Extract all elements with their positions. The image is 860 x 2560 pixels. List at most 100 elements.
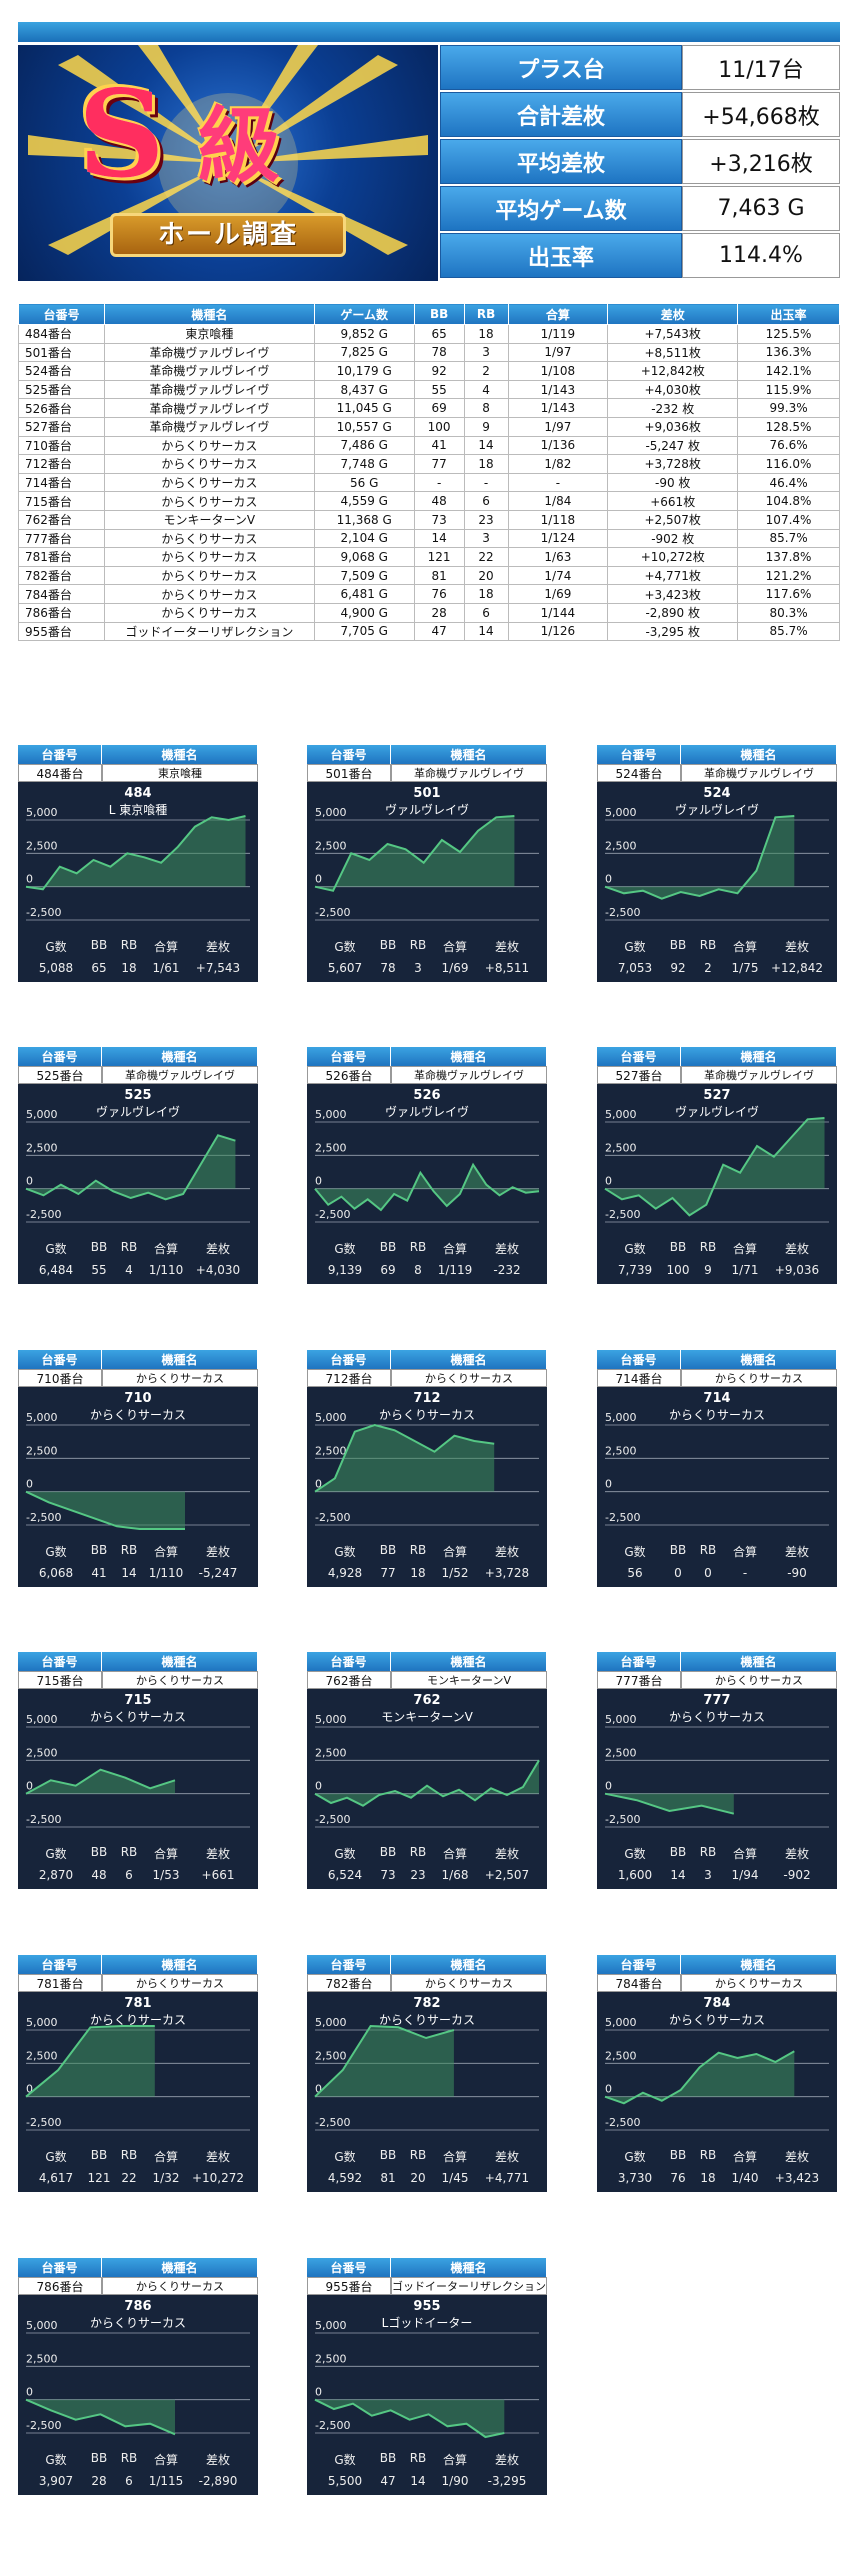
card-header-model: 機種名 bbox=[102, 745, 258, 764]
card-machine-name: からくりサーカス bbox=[378, 1408, 475, 1422]
axis-tick-label: 5,000 bbox=[605, 1713, 637, 1726]
machine-card[interactable]: 台番号 機種名 710番台 からくりサーカス 710 からくりサーカス 5,000 2,500… bbox=[18, 1350, 258, 1587]
card-unit: 525番台 bbox=[18, 1066, 102, 1084]
card-stats-values: 5,607 78 3 1/69 +8,511 bbox=[307, 961, 547, 975]
card-header-model: 機種名 bbox=[681, 1350, 837, 1369]
machine-card[interactable]: 台番号 機種名 524番台 革命機ヴァルヴレイヴ 524 ヴァルヴレイヴ 5,000 2,50… bbox=[597, 745, 837, 982]
table-cell: +661枚 bbox=[607, 491, 739, 511]
stat-label: RB bbox=[120, 1845, 138, 1859]
axis-tick-label: 0 bbox=[315, 2386, 322, 2399]
stat-value: 48 bbox=[91, 1868, 107, 1882]
stat-value: -3,295 bbox=[487, 2474, 527, 2488]
machine-card[interactable]: 台番号 機種名 527番台 革命機ヴァルヴレイヴ 527 ヴァルヴレイヴ 5,000 2,50… bbox=[597, 1047, 837, 1284]
card-model: 革命機ヴァルヴレイヴ bbox=[102, 1066, 258, 1084]
card-stats-labels: G数 BB RB 合算 差枚 bbox=[597, 1543, 837, 1560]
card-machine-number: 786 bbox=[124, 2299, 152, 2314]
stat-label: 合算 bbox=[442, 2150, 467, 2164]
stat-label: BB bbox=[669, 2148, 687, 2162]
stat-value: 14 bbox=[670, 1868, 686, 1882]
table-cell: 136.3% bbox=[737, 342, 840, 363]
table-cell: 1/126 bbox=[507, 621, 609, 642]
trend-line bbox=[25, 2025, 155, 2098]
stat-value: 1/52 bbox=[441, 1566, 469, 1580]
stat-value: 1/110 bbox=[148, 1263, 184, 1277]
stat-label: RB bbox=[120, 2148, 138, 2162]
machine-card[interactable]: 台番号 機種名 525番台 革命機ヴァルヴレイヴ 525 ヴァルヴレイヴ 5,000 2,50… bbox=[18, 1047, 258, 1284]
table-header-cell: 差枚 bbox=[607, 303, 739, 325]
machine-card[interactable]: 台番号 機種名 955番台 ゴッドイーターリザレクション 955 Lゴッドイーター 5,00… bbox=[307, 2258, 547, 2495]
card-stats-values: 3,907 28 6 1/115 -2,890 bbox=[18, 2474, 258, 2488]
trend-chart: 5,000 2,500 0 -2,500 bbox=[25, 2016, 250, 2131]
summary-label: 平均ゲーム数 bbox=[440, 186, 682, 231]
card-header-model: 機種名 bbox=[681, 745, 837, 764]
card-machine-name: からくりサーカス bbox=[668, 1408, 765, 1422]
machine-card[interactable]: 台番号 機種名 484番台 東京喰種 484 L 東京喰種 5,000 2,500 0 -2,50… bbox=[18, 745, 258, 982]
machine-card[interactable]: 台番号 機種名 715番台 からくりサーカス 715 からくりサーカス 5,000 2,500… bbox=[18, 1652, 258, 1889]
stat-value: 6,068 bbox=[38, 1566, 74, 1580]
summary-value: +3,216枚 bbox=[682, 139, 840, 184]
stat-value: 77 bbox=[380, 1566, 396, 1580]
table-cell: からくりサーカス bbox=[103, 547, 315, 567]
table-row: 712番台 からくりサーカス 7,748 G 77 18 1/82 +3,728枚 116.0… bbox=[18, 454, 840, 474]
stat-label: G数 bbox=[45, 2453, 67, 2467]
table-cell: 7,825 G bbox=[313, 342, 415, 363]
table-cell: 710番台 bbox=[18, 435, 105, 456]
machine-card[interactable]: 台番号 機種名 714番台 からくりサーカス 714 からくりサーカス 5,000 2,500… bbox=[597, 1350, 837, 1587]
machine-card[interactable]: 台番号 機種名 712番台 からくりサーカス 712 からくりサーカス 5,000 2,500… bbox=[307, 1350, 547, 1587]
machine-card[interactable]: 台番号 機種名 762番台 モンキーターンV 762 モンキーターンV 5,000 2,500… bbox=[307, 1652, 547, 1889]
machine-card[interactable]: 台番号 機種名 526番台 革命機ヴァルヴレイヴ 526 ヴァルヴレイヴ 5,000 2,50… bbox=[307, 1047, 547, 1284]
axis-tick-label: -2,500 bbox=[26, 2116, 61, 2129]
card-model: からくりサーカス bbox=[681, 1974, 837, 1992]
card-stats-labels: G数 BB RB 合算 差枚 bbox=[18, 938, 258, 955]
machine-card[interactable]: 台番号 機種名 786番台 からくりサーカス 786 からくりサーカス 5,000 2,500… bbox=[18, 2258, 258, 2495]
axis-tick-label: 0 bbox=[26, 1780, 33, 1793]
trend-area bbox=[315, 1760, 539, 1806]
machine-card[interactable]: 台番号 機種名 782番台 からくりサーカス 782 からくりサーカス 5,000 2,500… bbox=[307, 1955, 547, 2192]
trend-chart: 5,000 2,500 0 -2,500 bbox=[314, 2016, 539, 2131]
table-row: 715番台 からくりサーカス 4,559 G 48 6 1/84 +661枚 104.8% bbox=[18, 491, 840, 511]
card-machine-name: からくりサーカス bbox=[668, 2013, 765, 2027]
table-row: 762番台 モンキーターンV 11,368 G 73 23 1/118 +2,507枚 107… bbox=[18, 509, 840, 530]
card-stats-values: 4,592 81 20 1/45 +4,771 bbox=[307, 2171, 547, 2185]
stat-label: G数 bbox=[45, 1545, 67, 1559]
stat-value: +2,507 bbox=[484, 1868, 530, 1882]
trend-chart: 5,000 2,500 0 -2,500 bbox=[314, 1713, 540, 1828]
table-cell: 526番台 bbox=[18, 398, 105, 418]
stat-value: 18 bbox=[700, 2171, 716, 2185]
table-cell: 9,852 G bbox=[313, 324, 415, 344]
card-model: 革命機ヴァルヴレイヴ bbox=[391, 764, 547, 782]
stat-label: RB bbox=[699, 2148, 717, 2162]
axis-tick-label: 5,000 bbox=[26, 1713, 58, 1726]
trend-line bbox=[604, 1792, 735, 1815]
axis-tick-label: 0 bbox=[605, 1780, 612, 1793]
table-cell: 525番台 bbox=[18, 379, 105, 400]
machine-card[interactable]: 台番号 機種名 784番台 からくりサーカス 784 からくりサーカス 5,000 2,500… bbox=[597, 1955, 837, 2192]
axis-tick-label: 2,500 bbox=[26, 1746, 58, 1759]
table-cell: ゴッドイーターリザレクション bbox=[103, 621, 315, 642]
table-cell: 10,557 G bbox=[313, 416, 415, 437]
stat-value: 73 bbox=[380, 1868, 396, 1882]
card-header-model: 機種名 bbox=[391, 1350, 547, 1369]
stat-value: 1/40 bbox=[731, 2171, 759, 2185]
trend-area bbox=[315, 816, 515, 891]
summary-panel: プラス台 11/17台 合計差枚 +54,668枚 平均差枚 +3,216枚 平均ゲーム数 7… bbox=[440, 45, 840, 280]
axis-tick-label: -2,500 bbox=[315, 1511, 350, 1524]
table-header-cell: ゲーム数 bbox=[313, 303, 415, 325]
machine-card[interactable]: 台番号 機種名 777番台 からくりサーカス 777 からくりサーカス 5,000 2,500… bbox=[597, 1652, 837, 1889]
table-cell: 6,481 G bbox=[313, 584, 415, 604]
machine-card[interactable]: 台番号 機種名 501番台 革命機ヴァルヴレイヴ 501 ヴァルヴレイヴ 5,000 2,50… bbox=[307, 745, 547, 982]
stat-label: 合算 bbox=[442, 1847, 467, 1861]
machine-card[interactable]: 台番号 機種名 781番台 からくりサーカス 781 からくりサーカス 5,000 2,500… bbox=[18, 1955, 258, 2192]
card-stats-labels: G数 BB RB 合算 差枚 bbox=[307, 1543, 547, 1560]
table-cell: 137.8% bbox=[737, 547, 840, 567]
stat-value: 1/68 bbox=[441, 1868, 469, 1882]
stat-label: 合算 bbox=[153, 1242, 178, 1256]
trend-line bbox=[604, 815, 795, 900]
table-row: 527番台 革命機ヴァルヴレイヴ 10,557 G 100 9 1/97 +9,036枚 12… bbox=[18, 416, 840, 437]
stat-value: 1,600 bbox=[617, 1868, 653, 1882]
card-header-unit: 台番号 bbox=[597, 745, 681, 764]
card-header: 台番号 機種名 bbox=[307, 1350, 547, 1369]
card-subheader: 762番台 モンキーターンV bbox=[307, 1671, 547, 1689]
axis-tick-label: -2,500 bbox=[26, 2419, 61, 2432]
card-stats: G数 BB RB 合算 差枚 6,524 73 23 1/68 +2,507 bbox=[307, 1845, 547, 1882]
